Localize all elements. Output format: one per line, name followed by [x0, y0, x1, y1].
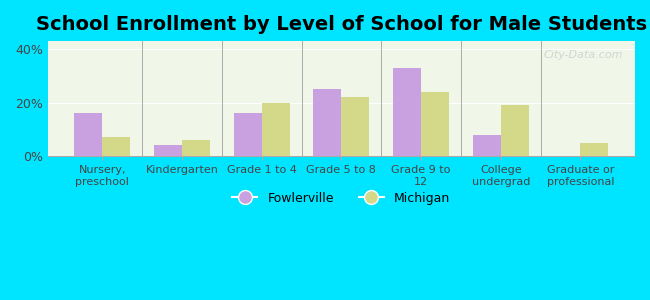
Legend: Fowlerville, Michigan: Fowlerville, Michigan — [227, 187, 455, 210]
Bar — [341, 97, 369, 156]
Text: City-Data.com: City-Data.com — [544, 50, 623, 60]
Bar — [262, 103, 289, 156]
Bar — [313, 89, 341, 156]
Title: School Enrollment by Level of School for Male Students: School Enrollment by Level of School for… — [36, 15, 647, 34]
Bar — [154, 146, 182, 156]
Bar — [421, 92, 449, 156]
Bar — [234, 113, 262, 156]
Bar — [580, 143, 608, 156]
Bar — [182, 140, 210, 156]
Bar — [75, 113, 102, 156]
Bar — [500, 105, 528, 156]
Bar — [473, 135, 501, 156]
Bar — [393, 68, 421, 156]
Bar — [102, 137, 130, 156]
